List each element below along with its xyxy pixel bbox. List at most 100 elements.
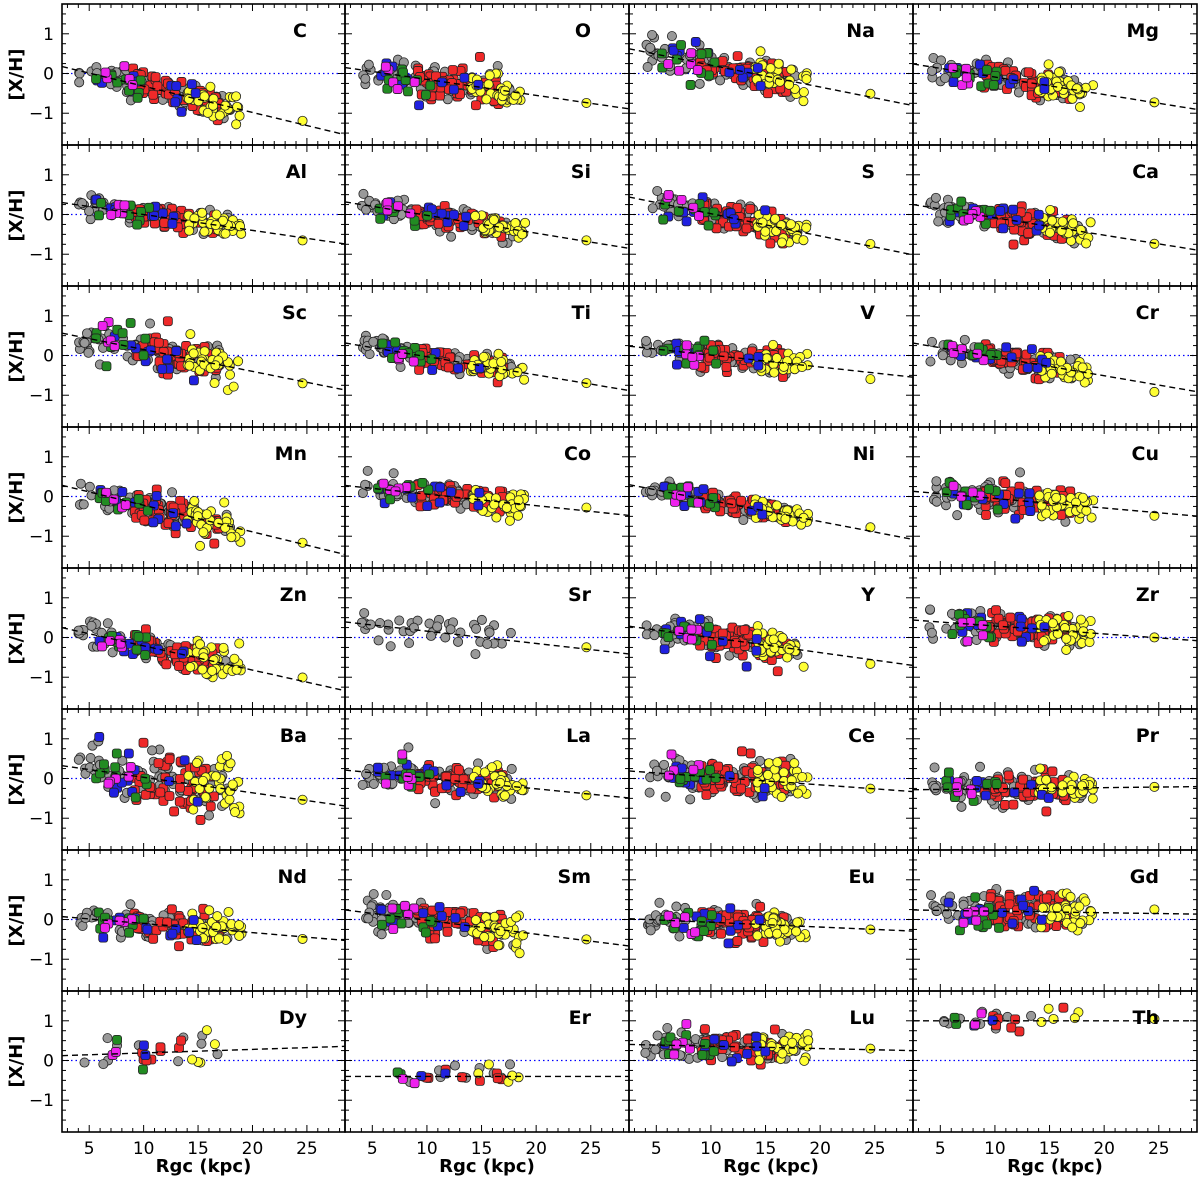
element-label: V bbox=[860, 302, 875, 324]
data-point-green-sample bbox=[112, 77, 123, 88]
gradient-fit-line bbox=[913, 342, 1197, 393]
data-point-blue-sample bbox=[743, 353, 754, 364]
plot-area bbox=[345, 465, 629, 526]
data-point-blue-sample bbox=[170, 97, 181, 108]
data-point-grey-sample bbox=[394, 615, 405, 626]
data-point-grey-sample bbox=[453, 636, 464, 647]
data-point-magenta-sample bbox=[956, 491, 967, 502]
data-point-grey-sample bbox=[645, 42, 656, 53]
data-point-red-sample bbox=[717, 56, 728, 67]
data-point-red-sample bbox=[739, 625, 750, 635]
data-point-red-sample bbox=[763, 88, 773, 99]
data-point-yellow-sample bbox=[220, 100, 231, 111]
data-point-magenta-sample bbox=[408, 356, 419, 367]
data-point-grey-sample bbox=[356, 617, 367, 628]
data-point-red-sample bbox=[772, 666, 783, 677]
plot-area bbox=[345, 52, 629, 111]
data-point-green-sample bbox=[707, 639, 717, 650]
data-point-grey-sample bbox=[930, 192, 941, 203]
data-point-magenta-sample bbox=[663, 190, 674, 200]
plot-area bbox=[913, 192, 1197, 251]
scatter-points bbox=[925, 192, 1160, 250]
data-point-red-sample bbox=[765, 238, 776, 249]
data-point-yellow-sample bbox=[755, 46, 766, 57]
data-point-red-sample bbox=[1008, 239, 1019, 250]
data-point-red-sample bbox=[736, 495, 747, 506]
data-point-yellow-sample bbox=[784, 644, 795, 655]
data-point-grey-sample bbox=[368, 336, 379, 347]
plot-area bbox=[345, 608, 629, 660]
ticks bbox=[629, 286, 913, 427]
data-point-green-sample bbox=[984, 484, 994, 494]
element-label: Zn bbox=[280, 584, 307, 606]
data-point-green-sample bbox=[140, 650, 151, 660]
data-point-red-sample bbox=[433, 218, 444, 229]
data-point-yellow-sample bbox=[494, 222, 505, 233]
data-point-green-sample bbox=[980, 219, 991, 229]
data-point-yellow-sample bbox=[1034, 490, 1045, 501]
data-point-grey-sample bbox=[79, 337, 90, 348]
data-point-green-sample bbox=[961, 499, 972, 510]
panel-sr: Sr bbox=[344, 567, 630, 710]
panel-c: C −1 0 1 bbox=[29, 3, 346, 146]
data-point-yellow-sample bbox=[234, 110, 245, 121]
data-point-yellow-sample bbox=[513, 510, 524, 521]
panel-na: Na bbox=[628, 3, 914, 146]
data-point-grey-sample bbox=[927, 65, 938, 76]
element-label: Mn bbox=[275, 443, 307, 465]
data-point-yellow-sample bbox=[1043, 59, 1054, 70]
element-label: Al bbox=[286, 161, 307, 183]
data-point-yellow-sample bbox=[226, 532, 237, 543]
data-point-grey-sample bbox=[455, 627, 466, 638]
data-point-green-sample bbox=[988, 80, 999, 90]
data-point-yellow-sample bbox=[769, 367, 780, 378]
gradient-fit-line bbox=[62, 484, 345, 556]
data-point-blue-sample bbox=[453, 363, 464, 374]
data-point-yellow-sample bbox=[1077, 492, 1088, 503]
data-point-yellow-sample bbox=[1081, 505, 1092, 516]
data-point-grey-sample bbox=[1015, 467, 1026, 478]
data-point-grey-sample bbox=[363, 59, 374, 70]
data-point-blue-sample bbox=[148, 517, 159, 528]
data-point-magenta-sample bbox=[405, 208, 416, 219]
plot-area bbox=[62, 190, 345, 246]
scatter-points bbox=[641, 613, 876, 677]
plot-area bbox=[345, 330, 629, 392]
data-point-grey-sample bbox=[666, 31, 677, 42]
scatter-points bbox=[647, 185, 876, 249]
data-point-yellow-sample bbox=[208, 100, 219, 111]
data-point-yellow-sample bbox=[1046, 368, 1057, 379]
data-point-outlier bbox=[1149, 510, 1160, 521]
y-tick-label: 0 bbox=[43, 65, 54, 85]
data-point-green-sample bbox=[101, 361, 112, 372]
data-point-magenta-sample bbox=[681, 340, 692, 351]
data-point-yellow-sample bbox=[214, 110, 225, 121]
data-point-red-sample bbox=[741, 223, 752, 234]
data-point-blue-sample bbox=[757, 509, 768, 520]
gradient-fit-line bbox=[345, 484, 629, 517]
data-point-blue-sample bbox=[1024, 488, 1035, 499]
panel-al: Al −1 0 1 bbox=[29, 144, 346, 287]
data-point-grey-sample bbox=[360, 479, 371, 490]
data-point-yellow-sample bbox=[1074, 102, 1085, 113]
data-point-grey-sample bbox=[1013, 87, 1024, 98]
data-point-grey-sample bbox=[476, 614, 487, 625]
y-tick-label: 1 bbox=[43, 166, 54, 186]
data-point-green-sample bbox=[398, 67, 408, 78]
gradient-fit-line bbox=[345, 201, 629, 250]
data-point-yellow-sample bbox=[233, 356, 244, 367]
data-point-grey-sample bbox=[373, 635, 384, 646]
data-point-yellow-sample bbox=[470, 210, 481, 221]
data-point-green-sample bbox=[425, 80, 436, 91]
data-point-blue-sample bbox=[735, 64, 745, 75]
data-point-yellow-sample bbox=[478, 351, 489, 362]
data-point-green-sample bbox=[133, 494, 144, 504]
data-point-blue-sample bbox=[162, 354, 173, 365]
data-point-yellow-sample bbox=[207, 665, 218, 676]
element-label: Ti bbox=[572, 302, 591, 324]
data-point-grey-sample bbox=[388, 468, 399, 479]
data-point-yellow-sample bbox=[228, 381, 239, 392]
panels-grid: C −1 0 1 O Na Mg Al −1 0 1 Si S Ca Sc −1 0 1 Ti V Cr Mn −1 0 1 Co… bbox=[29, 3, 1198, 1159]
scatter-points bbox=[356, 608, 592, 660]
data-point-green-sample bbox=[703, 621, 714, 632]
